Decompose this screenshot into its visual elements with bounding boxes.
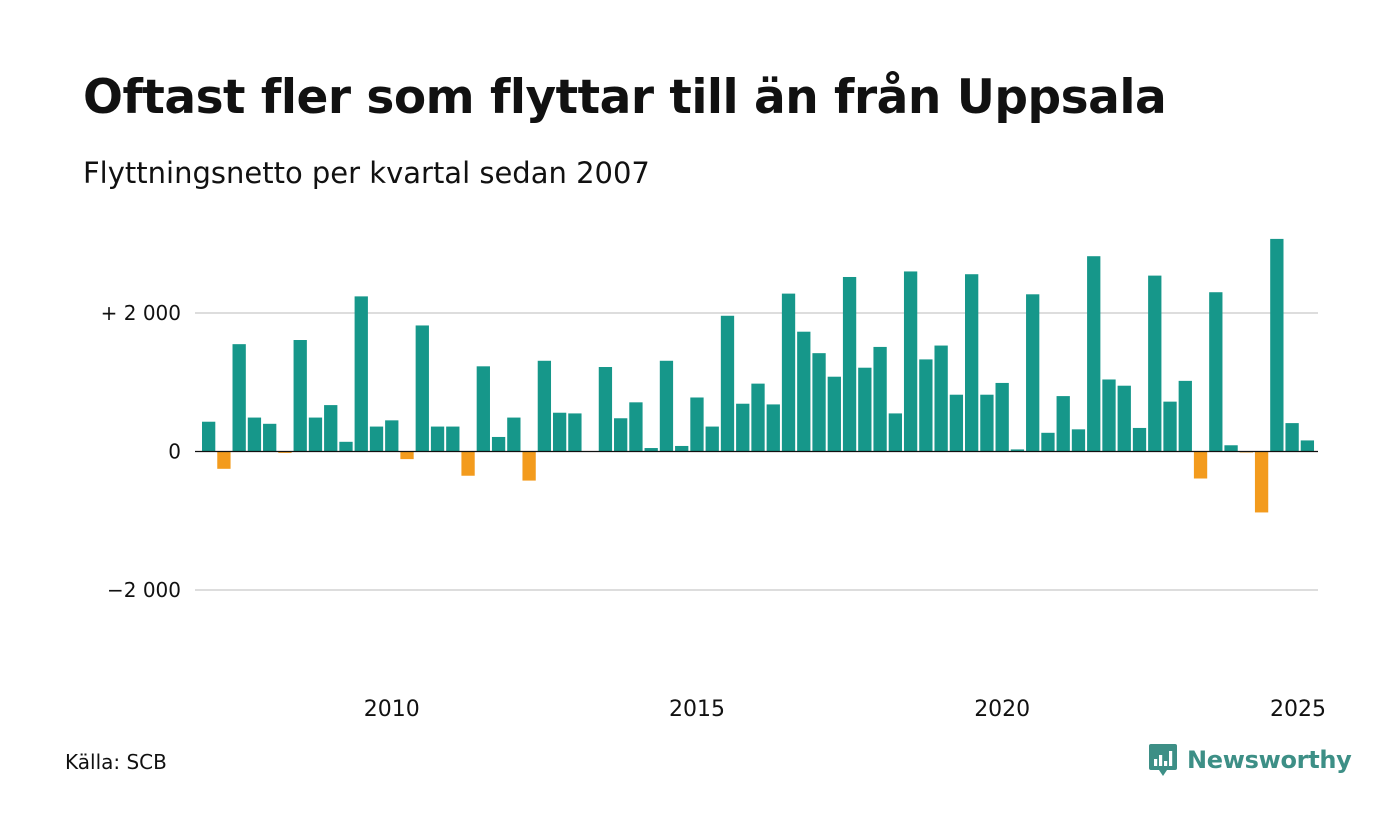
brand-logo: Newsworthy (1148, 742, 1352, 778)
bar (522, 451, 536, 481)
bar (1148, 275, 1162, 452)
bar (1270, 238, 1284, 452)
bar (568, 413, 582, 452)
bar (1087, 256, 1101, 452)
bar (995, 382, 1009, 452)
bar (781, 293, 796, 452)
bar (339, 441, 353, 452)
bar-layer (202, 238, 1315, 513)
bar (980, 394, 994, 452)
bar (659, 360, 674, 452)
bar (644, 448, 658, 452)
bar (1300, 440, 1315, 452)
bar (476, 366, 490, 452)
bar (614, 418, 628, 452)
bar (385, 420, 399, 452)
x-tick-label: 2015 (669, 697, 725, 722)
x-tick-label: 2020 (974, 697, 1030, 722)
bar (278, 451, 292, 453)
bar (690, 397, 704, 452)
bar (1041, 432, 1055, 452)
chart-title: Oftast fler som flyttar till än från Upp… (83, 70, 1167, 125)
axis-layer: + 2 000 0 −2 000 2010 2015 2020 2025 (101, 301, 1326, 722)
bar (949, 394, 964, 452)
bar (202, 421, 216, 452)
y-tick-label: 0 (168, 440, 181, 464)
bar (598, 367, 613, 452)
bar (675, 445, 689, 452)
y-tick-label: + 2 000 (101, 301, 181, 325)
brand-name: Newsworthy (1187, 746, 1352, 774)
bar (232, 344, 246, 452)
bar (1010, 449, 1025, 452)
bar (1056, 396, 1070, 452)
bar (461, 451, 475, 476)
bar (797, 331, 811, 452)
bar (827, 376, 841, 452)
bar (888, 413, 902, 452)
bar (858, 367, 872, 452)
x-tick-label: 2010 (364, 697, 420, 722)
bar (705, 426, 719, 452)
bar (400, 451, 414, 460)
bar (919, 359, 933, 452)
bar (873, 346, 887, 452)
bar (1209, 292, 1223, 452)
bar (552, 412, 567, 452)
bar (720, 315, 735, 452)
bar (1285, 423, 1299, 452)
bar (736, 403, 750, 452)
bar (537, 360, 552, 452)
bar (1224, 445, 1238, 452)
bar (217, 451, 231, 469)
chart-subtitle: Flyttningsnetto per kvartal sedan 2007 (83, 156, 650, 190)
bar (446, 426, 460, 452)
bar (293, 340, 307, 452)
bar (308, 417, 323, 452)
bar (415, 325, 429, 452)
x-tick-label: 2025 (1270, 697, 1326, 722)
bar (1117, 385, 1131, 452)
bar (751, 383, 765, 452)
bar (369, 426, 384, 452)
bar (1132, 427, 1147, 452)
bar (965, 274, 979, 452)
grid-layer (195, 312, 1318, 591)
bar (812, 353, 826, 452)
bar (1026, 294, 1040, 452)
bar (934, 345, 948, 452)
bar (766, 404, 780, 452)
bar (1193, 451, 1208, 479)
bar (354, 296, 368, 452)
bar (629, 402, 643, 452)
bar (842, 276, 857, 452)
bar (1071, 429, 1086, 452)
bar (491, 436, 506, 452)
bar (1178, 380, 1192, 452)
bar (903, 271, 918, 452)
bar (1163, 401, 1177, 452)
y-tick-label: −2 000 (107, 578, 181, 602)
bar (263, 423, 277, 452)
bar (507, 417, 521, 452)
newsworthy-logo-icon (1149, 744, 1177, 776)
bar (1254, 451, 1269, 513)
bar (430, 426, 445, 452)
bar (1102, 379, 1116, 452)
bar (324, 405, 338, 452)
source-label: Källa: SCB (65, 750, 167, 774)
bar (247, 417, 262, 452)
